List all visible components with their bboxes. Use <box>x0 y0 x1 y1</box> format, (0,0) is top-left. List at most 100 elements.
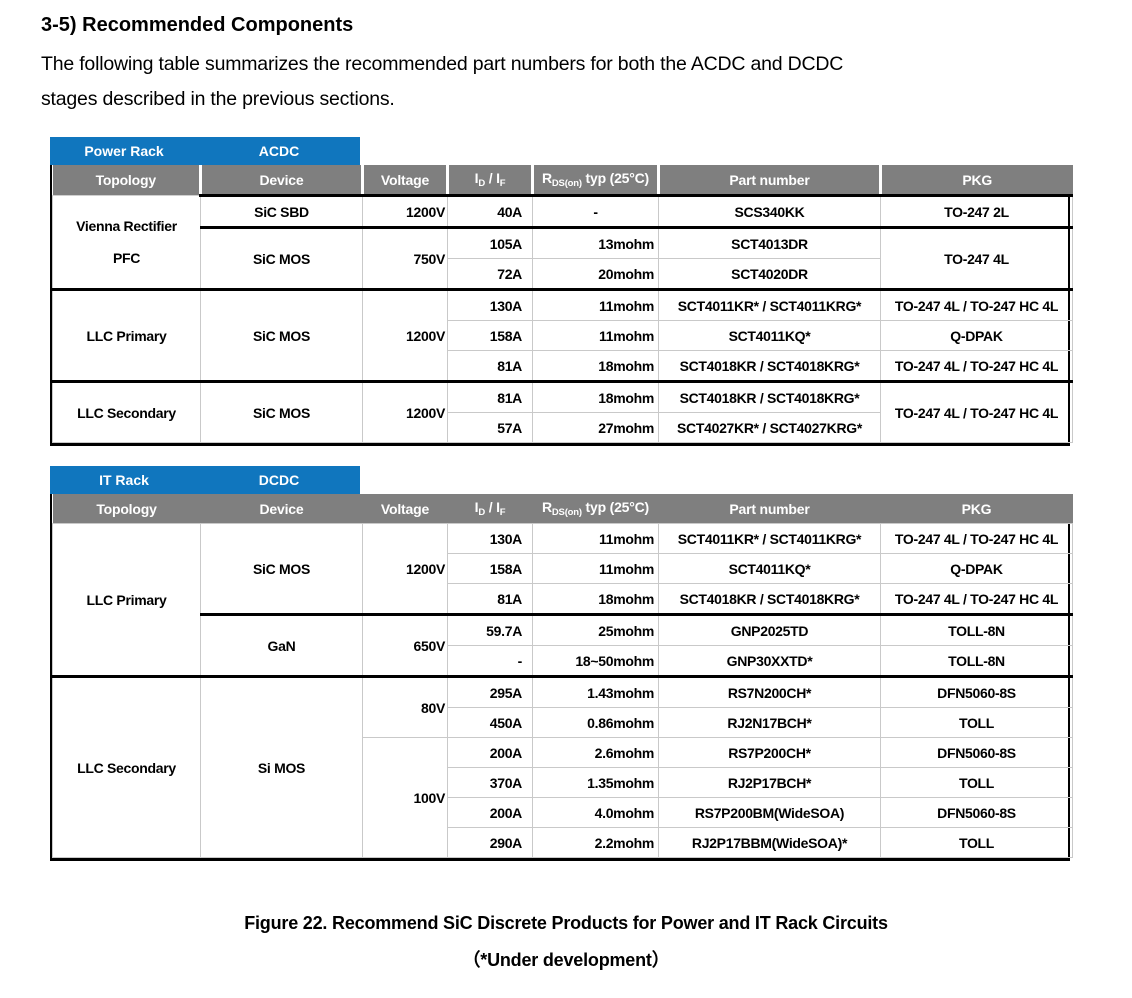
current-cell: 290A <box>447 827 533 858</box>
col-rds-on: RDS(on) typ (25°C) <box>531 165 659 197</box>
current-cell: 81A <box>447 583 533 615</box>
stage-label: ACDC <box>258 143 300 159</box>
pkg-cell: TO-247 4L / TO-247 HC 4L <box>880 350 1073 382</box>
current-cell: 130A <box>447 523 533 554</box>
voltage-cell: 650V <box>362 613 448 677</box>
current-cell: 59.7A <box>447 613 533 646</box>
table-row: 158A 11mohm SCT4011KQ* Q-DPAK <box>53 553 1073 584</box>
pkg-cell: TOLL-8N <box>880 645 1073 677</box>
current-cell: 200A <box>447 797 533 828</box>
rds-cell: 11mohm <box>532 288 659 321</box>
rds-cell: 13mohm <box>532 226 659 259</box>
figure-caption-note: （*Under development） <box>462 950 670 970</box>
pkg-cell: TO-247 4L <box>880 226 1073 290</box>
table-row: 158A 11mohm SCT4011KQ* Q-DPAK <box>53 320 1073 351</box>
current-cell: 370A <box>447 767 533 798</box>
rack-label: Power Rack <box>84 143 164 159</box>
part-number-cell: RS7P200BM(WideSOA) <box>658 797 881 828</box>
device-cell: SiC MOS <box>200 226 363 290</box>
table-row: 81A 18mohm SCT4018KR / SCT4018KRG* TO-24… <box>53 583 1073 615</box>
table-row: 81A 18mohm SCT4018KR / SCT4018KRG* TO-24… <box>53 350 1073 382</box>
current-cell: 81A <box>447 350 533 382</box>
header-row: Topology Device Voltage ID / IF RDS(on) … <box>52 494 1073 524</box>
rds-cell: 18~50mohm <box>532 645 659 677</box>
table-row: SiC MOS 750V 105A 13mohm SCT4013DR TO-24… <box>53 226 1073 290</box>
part-number-cell: RS7P200CH* <box>658 737 881 768</box>
table-row: LLC Primary SiC MOS 1200V 130A 11mohm SC… <box>52 523 1073 677</box>
rds-cell: 18mohm <box>532 350 659 382</box>
current-cell: 200A <box>447 737 533 768</box>
part-number-cell: RJ2P17BBM(WideSOA)* <box>658 827 881 858</box>
voltage-cell: 1200V <box>362 288 448 382</box>
part-number-cell: SCT4018KR / SCT4018KRG* <box>658 350 881 382</box>
current-cell: 158A <box>447 320 533 351</box>
rds-cell: 18mohm <box>532 380 659 413</box>
acdc-table: Topology Device Voltage ID / IF RDS(on) … <box>52 165 1073 443</box>
device-cell: SiC SBD <box>200 195 363 228</box>
current-cell: 81A <box>447 380 533 413</box>
table-row: LLC Secondary SiC MOS 1200V 81A 18mohm S… <box>52 380 1073 443</box>
pkg-cell: Q-DPAK <box>880 553 1073 584</box>
current-cell: 72A <box>447 258 533 290</box>
current-cell: 57A <box>447 412 533 443</box>
table-row: Vienna Rectifier PFC SiC SBD 1200V 40A -… <box>52 195 1073 290</box>
device-cell: SiC MOS <box>200 523 363 615</box>
col-voltage: Voltage <box>361 165 448 197</box>
pkg-cell: TO-247 4L / TO-247 HC 4L <box>880 288 1073 321</box>
device-cell: SiC MOS <box>200 380 363 443</box>
rds-cell: 1.35mohm <box>532 767 659 798</box>
figure-caption: Figure 22. Recommend SiC Discrete Produc… <box>0 905 1132 979</box>
pkg-cell: TO-247 4L / TO-247 HC 4L <box>880 380 1073 443</box>
table-row: 57A 27mohm SCT4027KR* / SCT4027KRG* <box>53 412 1073 443</box>
rds-cell: 0.86mohm <box>532 707 659 738</box>
figure-caption-title: Figure 22. Recommend SiC Discrete Produc… <box>244 913 888 933</box>
voltage-cell: 80V <box>362 675 448 738</box>
rds-cell: 2.2mohm <box>532 827 659 858</box>
pkg-cell: TOLL <box>880 707 1073 738</box>
current-cell: 450A <box>447 707 533 738</box>
col-id-if: ID / IF <box>446 165 533 197</box>
table-row: 290A 2.2mohm RJ2P17BBM(WideSOA)* TOLL <box>53 827 1073 858</box>
voltage-cell: 1200V <box>362 195 448 228</box>
device-cell: SiC MOS <box>200 288 363 382</box>
part-number-cell: GNP30XXTD* <box>658 645 881 677</box>
col-topology: Topology <box>52 165 201 196</box>
rds-cell: 25mohm <box>532 613 659 646</box>
pkg-cell: TO-247 4L / TO-247 HC 4L <box>880 583 1073 615</box>
rds-cell: 11mohm <box>532 523 659 554</box>
topology-cell: LLC Secondary <box>52 675 201 858</box>
col-pkg: PKG <box>879 165 1073 197</box>
pkg-cell: TOLL-8N <box>880 613 1073 646</box>
pkg-cell: TOLL <box>880 767 1073 798</box>
part-number-cell: SCT4011KR* / SCT4011KRG* <box>658 523 881 554</box>
table-row: 450A 0.86mohm RJ2N17BCH* TOLL <box>53 707 1073 738</box>
acdc-table-frame: Topology Device Voltage ID / IF RDS(on) … <box>50 165 1073 446</box>
header-row: Topology Device Voltage ID / IF RDS(on) … <box>52 165 1073 197</box>
col-device: Device <box>200 494 363 524</box>
voltage-cell: 1200V <box>362 380 448 443</box>
dcdc-table-frame: Topology Device Voltage ID / IF RDS(on) … <box>50 494 1073 861</box>
topology-cell: LLC Primary <box>52 523 201 677</box>
col-pkg: PKG <box>880 494 1073 524</box>
col-voltage: Voltage <box>362 494 448 524</box>
part-number-cell: SCT4013DR <box>658 226 881 259</box>
part-number-cell: SCT4018KR / SCT4018KRG* <box>658 380 881 413</box>
pkg-cell: DFN5060-8S <box>880 797 1073 828</box>
col-part-number: Part number <box>657 165 881 197</box>
rack-label: IT Rack <box>99 472 149 488</box>
table-row: LLC Primary SiC MOS 1200V 130A 11mohm SC… <box>52 288 1073 382</box>
col-part-number: Part number <box>658 494 881 524</box>
pkg-cell: TO-247 2L <box>880 195 1073 228</box>
pkg-cell: DFN5060-8S <box>880 737 1073 768</box>
intro-paragraph: The following table summarizes the recom… <box>41 53 844 110</box>
col-id-if: ID / IF <box>447 494 533 524</box>
part-number-cell: RJ2P17BCH* <box>658 767 881 798</box>
dcdc-table-block: IT Rack DCDC Topology Device Voltage ID … <box>50 466 1073 861</box>
part-number-cell: SCT4011KQ* <box>658 320 881 351</box>
col-rds-on: RDS(on) typ (25°C) <box>532 494 659 524</box>
pkg-cell: TO-247 4L / TO-247 HC 4L <box>880 523 1073 554</box>
current-cell: 130A <box>447 288 533 321</box>
table-row: LLC Secondary Si MOS 80V 295A 1.43mohm R… <box>52 675 1073 858</box>
stage-label: DCDC <box>258 472 300 488</box>
topology-cell: LLC Secondary <box>52 380 201 443</box>
